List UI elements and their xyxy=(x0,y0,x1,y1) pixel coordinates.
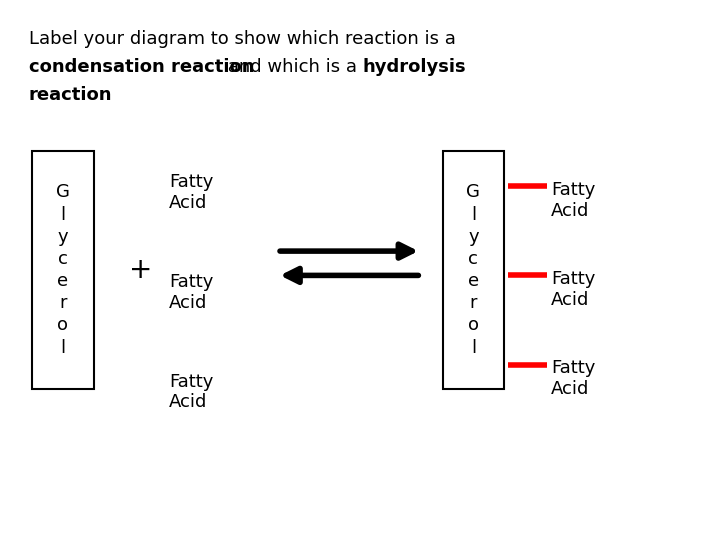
Bar xyxy=(443,151,504,389)
Text: reaction: reaction xyxy=(29,86,112,104)
Text: Fatty
Acid: Fatty Acid xyxy=(169,173,214,212)
Text: Fatty
Acid: Fatty Acid xyxy=(551,359,595,398)
Text: condensation reaction: condensation reaction xyxy=(29,58,254,76)
Text: Fatty
Acid: Fatty Acid xyxy=(169,373,214,411)
Text: hydrolysis: hydrolysis xyxy=(363,58,467,76)
Text: and which is a: and which is a xyxy=(222,58,362,76)
Text: Fatty
Acid: Fatty Acid xyxy=(551,270,595,309)
Text: G
l
y
c
e
r
o
l: G l y c e r o l xyxy=(56,183,70,357)
Text: Label your diagram to show which reaction is a: Label your diagram to show which reactio… xyxy=(29,30,456,48)
Text: G
l
y
c
e
r
o
l: G l y c e r o l xyxy=(467,183,480,357)
Text: Fatty
Acid: Fatty Acid xyxy=(169,273,214,312)
Text: Fatty
Acid: Fatty Acid xyxy=(551,181,595,220)
Bar xyxy=(32,151,94,389)
Text: +: + xyxy=(129,256,152,284)
